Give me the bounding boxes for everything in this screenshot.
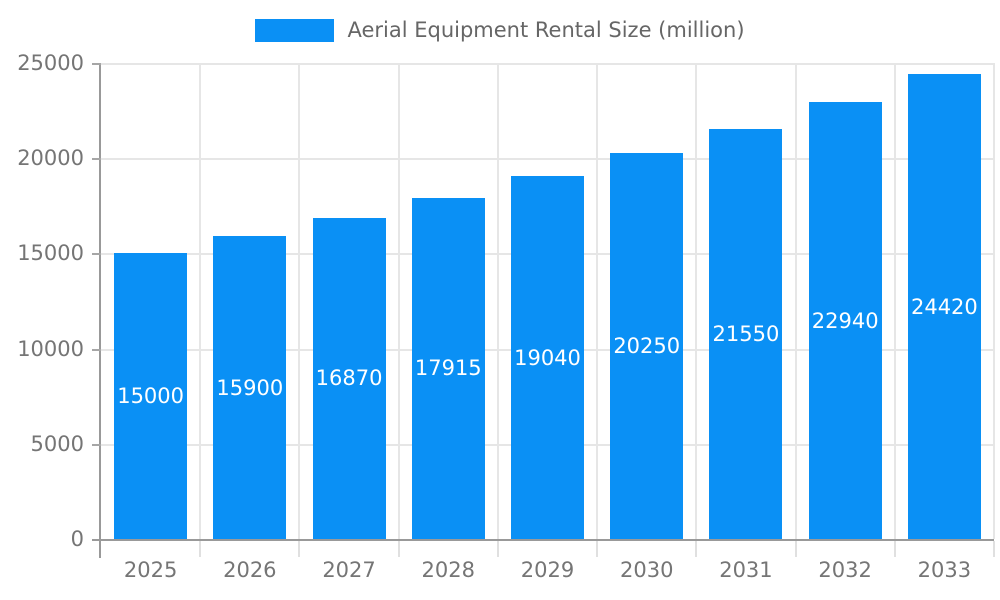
x-tick xyxy=(496,541,499,557)
x-tick xyxy=(397,541,400,557)
bar-value-label: 22940 xyxy=(811,308,879,333)
v-gridline xyxy=(893,63,896,539)
v-gridline xyxy=(596,63,599,539)
y-tick xyxy=(92,348,101,351)
bar-value-label: 17915 xyxy=(414,356,482,381)
y-tick xyxy=(92,63,101,65)
x-tick xyxy=(596,541,599,557)
x-tick-label: 2033 xyxy=(917,558,972,582)
x-tick-label: 2031 xyxy=(719,558,773,582)
x-tick xyxy=(893,541,896,557)
v-gridline xyxy=(695,63,698,539)
x-tick xyxy=(794,541,797,557)
y-tick xyxy=(92,443,101,446)
y-axis-line xyxy=(99,63,101,558)
y-tick xyxy=(92,539,101,541)
x-tick xyxy=(695,541,698,557)
x-tick xyxy=(993,541,995,557)
legend-label[interactable]: Aerial Equipment Rental Size (million) xyxy=(347,18,745,42)
x-axis-line xyxy=(99,539,994,541)
y-tick-label: 0 xyxy=(70,527,84,551)
y-tick xyxy=(92,158,101,161)
bar-value-label: 21550 xyxy=(712,321,780,346)
bar[interactable]: 20250 xyxy=(610,153,684,539)
bar-value-label: 15000 xyxy=(117,384,185,409)
x-tick-label: 2028 xyxy=(421,558,475,582)
y-tick xyxy=(92,253,101,256)
y-tick-label: 20000 xyxy=(17,146,84,171)
x-tick xyxy=(199,541,202,557)
x-tick-label: 2030 xyxy=(619,558,674,582)
x-tick-label: 2029 xyxy=(520,558,575,582)
bar[interactable]: 22940 xyxy=(808,102,882,539)
y-tick-label: 25000 xyxy=(17,51,84,75)
bar[interactable]: 15900 xyxy=(213,236,287,539)
bar-value-label: 16870 xyxy=(315,366,383,391)
bar-value-label: 20250 xyxy=(613,334,681,359)
bar[interactable]: 15000 xyxy=(114,253,188,539)
bar-value-label: 19040 xyxy=(514,345,581,370)
bar-value-label: 24420 xyxy=(910,294,978,319)
bar[interactable]: 21550 xyxy=(709,128,783,539)
bar[interactable]: 17915 xyxy=(411,197,485,539)
bar-value-label: 15900 xyxy=(216,375,284,400)
x-tick xyxy=(298,541,301,557)
y-tick-label: 10000 xyxy=(17,336,84,361)
v-gridline xyxy=(199,63,202,539)
x-tick-label: 2032 xyxy=(818,558,872,582)
legend-swatch[interactable] xyxy=(255,18,335,42)
y-tick-label: 5000 xyxy=(30,431,84,456)
v-gridline xyxy=(794,63,797,539)
v-gridline xyxy=(397,63,400,539)
h-gridline xyxy=(101,63,994,65)
x-tick-label: 2027 xyxy=(322,558,376,582)
x-tick-label: 2026 xyxy=(223,558,277,582)
bar[interactable]: 19040 xyxy=(511,176,584,539)
v-gridline xyxy=(496,63,499,539)
h-gridline xyxy=(101,158,994,161)
legend[interactable]: Aerial Equipment Rental Size (million) xyxy=(0,18,1000,42)
bar[interactable]: 24420 xyxy=(907,74,981,539)
y-tick-label: 15000 xyxy=(17,241,84,266)
v-gridline xyxy=(993,63,995,539)
plot-area: 0 5000 10000 15000 20000 25000 15000 2025 15900 2… xyxy=(17,51,995,582)
bar[interactable]: 16870 xyxy=(312,217,386,539)
v-gridline xyxy=(298,63,301,539)
x-tick-label: 2025 xyxy=(123,558,178,582)
